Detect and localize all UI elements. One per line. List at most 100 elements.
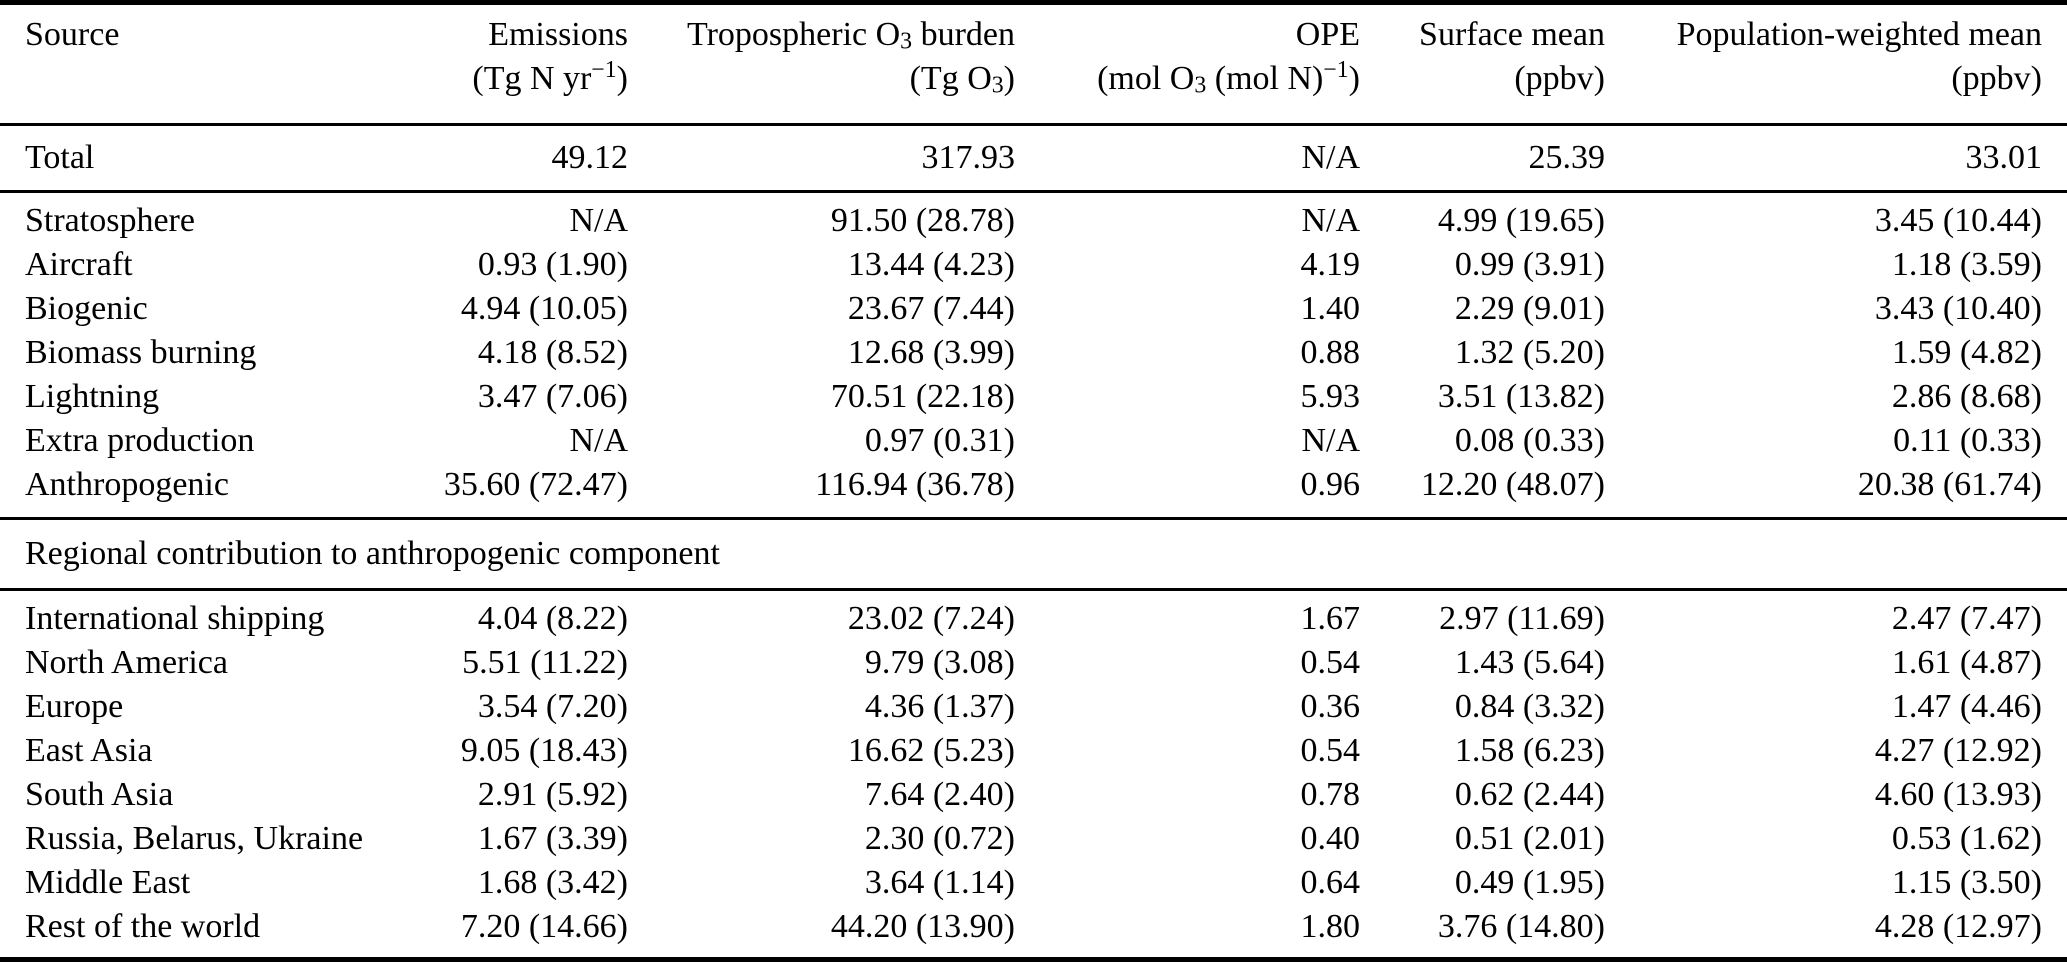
col-header-emissions: Emissions (Tg N yr−1) bbox=[380, 3, 628, 125]
value-cell: N/A bbox=[569, 422, 628, 459]
value-cell: 1.15 (3.50) bbox=[1891, 864, 2042, 901]
row-source-label: International shipping bbox=[25, 600, 325, 637]
value-cell: 1.47 (4.46) bbox=[1891, 688, 2042, 725]
value-cell: 2.97 (11.69) bbox=[1439, 600, 1605, 637]
value-cell: 0.40 bbox=[1300, 820, 1361, 857]
value-cell: 0.51 (2.01) bbox=[1454, 820, 1605, 857]
value-cell: 0.54 bbox=[1300, 644, 1361, 681]
value-cell: 4.60 (13.93) bbox=[1874, 776, 2042, 813]
value-cell: 0.62 (2.44) bbox=[1454, 776, 1605, 813]
col-header-tropospheric-o3-burden: Tropospheric O3 burden (Tg O3) bbox=[628, 3, 1015, 125]
value-cell: 1.32 (5.20) bbox=[1454, 334, 1605, 371]
table-row: Biogenic 4.94 (10.05) 23.67 (7.44) 1.40 2.29… bbox=[0, 287, 2067, 331]
value-cell: 0.11 (0.33) bbox=[1893, 422, 2042, 459]
value-cell: 3.43 (10.40) bbox=[1874, 290, 2042, 327]
section-regional: International shipping 4.04 (8.22) 23.02 (… bbox=[0, 590, 2067, 960]
value-cell: 3.45 (10.44) bbox=[1874, 202, 2042, 239]
value-cell: 1.67 (3.39) bbox=[477, 820, 628, 857]
row-source-label: East Asia bbox=[25, 732, 153, 769]
row-source-label: Aircraft bbox=[25, 246, 133, 283]
row-source-label: Total bbox=[25, 139, 95, 176]
table-row: Europe 3.54 (7.20) 4.36 (1.37) 0.36 0.84 (3.… bbox=[0, 685, 2067, 729]
value-cell: 12.20 (48.07) bbox=[1420, 466, 1605, 503]
table-row: South Asia 2.91 (5.92) 7.64 (2.40) 0.78 0.62… bbox=[0, 773, 2067, 817]
col-header-label: OPE bbox=[1295, 16, 1360, 53]
value-cell: 4.19 bbox=[1300, 246, 1361, 283]
table-row: Stratosphere N/A 91.50 (28.78) N/A 4.99 (19.… bbox=[0, 192, 2067, 244]
col-header-label: Tropospheric O3 burden bbox=[687, 16, 1015, 55]
value-cell: 9.79 (3.08) bbox=[864, 644, 1015, 681]
value-cell: 4.18 (8.52) bbox=[477, 334, 628, 371]
col-header-label: Emissions bbox=[488, 16, 628, 53]
row-source-label: North America bbox=[25, 644, 228, 681]
value-cell: 1.59 (4.82) bbox=[1891, 334, 2042, 371]
table-row: Middle East 1.68 (3.42) 3.64 (1.14) 0.64 0.4… bbox=[0, 861, 2067, 905]
value-cell: 1.43 (5.64) bbox=[1454, 644, 1605, 681]
value-cell: 23.02 (7.24) bbox=[847, 600, 1015, 637]
value-cell: 7.64 (2.40) bbox=[864, 776, 1015, 813]
table-row: Biomass burning 4.18 (8.52) 12.68 (3.99) 0.… bbox=[0, 331, 2067, 375]
value-cell: 5.51 (11.22) bbox=[462, 644, 628, 681]
col-header-surface-mean: Surface mean (ppbv) bbox=[1360, 3, 1605, 125]
row-source-label: Europe bbox=[25, 688, 124, 725]
col-header-unit: (Tg O3) bbox=[909, 60, 1015, 99]
value-cell: 1.58 (6.23) bbox=[1454, 732, 1605, 769]
row-source-label: Anthropogenic bbox=[25, 466, 229, 503]
value-cell: 23.67 (7.44) bbox=[847, 290, 1015, 327]
table-header: Source Emissions (Tg N yr−1) Tropospheri… bbox=[0, 3, 2067, 125]
row-source-label: Middle East bbox=[25, 864, 191, 901]
value-cell: 1.18 (3.59) bbox=[1891, 246, 2042, 283]
section-heading: Regional contribution to anthropogenic c… bbox=[0, 519, 2067, 590]
value-cell: 0.96 bbox=[1300, 466, 1361, 503]
table-row: International shipping 4.04 (8.22) 23.02 (… bbox=[0, 590, 2067, 642]
value-cell: 49.12 bbox=[551, 139, 629, 176]
value-cell: N/A bbox=[1301, 422, 1360, 459]
table-row: Extra production N/A 0.97 (0.31) N/A 0.08 (0… bbox=[0, 419, 2067, 463]
value-cell: N/A bbox=[1301, 202, 1360, 239]
value-cell: 0.93 (1.90) bbox=[477, 246, 628, 283]
value-cell: 1.61 (4.87) bbox=[1891, 644, 2042, 681]
value-cell: 4.27 (12.92) bbox=[1874, 732, 2042, 769]
col-header-ope: OPE (mol O3 (mol N)−1) bbox=[1015, 3, 1360, 125]
value-cell: 91.50 (28.78) bbox=[830, 202, 1015, 239]
section-heading-label: Regional contribution to anthropogenic c… bbox=[25, 535, 720, 572]
value-cell: 2.47 (7.47) bbox=[1891, 600, 2042, 637]
table-row: Anthropogenic 35.60 (72.47) 116.94 (36.78)… bbox=[0, 463, 2067, 519]
value-cell: 44.20 (13.90) bbox=[830, 908, 1015, 945]
value-cell: 4.99 (19.65) bbox=[1437, 202, 1605, 239]
col-header-label: Source bbox=[25, 16, 120, 53]
table-row: East Asia 9.05 (18.43) 16.62 (5.23) 0.54 1.5… bbox=[0, 729, 2067, 773]
value-cell: 3.54 (7.20) bbox=[477, 688, 628, 725]
value-cell: 0.49 (1.95) bbox=[1454, 864, 1605, 901]
value-cell: 317.93 bbox=[921, 139, 1016, 176]
value-cell: 2.29 (9.01) bbox=[1454, 290, 1605, 327]
table-row: North America 5.51 (11.22) 9.79 (3.08) 0.54… bbox=[0, 641, 2067, 685]
col-header-unit: (Tg N yr−1) bbox=[472, 57, 628, 97]
value-cell: 3.51 (13.82) bbox=[1437, 378, 1605, 415]
col-header-population-weighted-mean: Population-weighted mean (ppbv) bbox=[1605, 3, 2067, 125]
value-cell: 35.60 (72.47) bbox=[443, 466, 628, 503]
value-cell: 0.99 (3.91) bbox=[1454, 246, 1605, 283]
value-cell: 0.53 (1.62) bbox=[1891, 820, 2042, 857]
value-cell: 0.97 (0.31) bbox=[864, 422, 1015, 459]
value-cell: 3.47 (7.06) bbox=[477, 378, 628, 415]
value-cell: 1.40 bbox=[1300, 290, 1361, 327]
value-cell: 2.86 (8.68) bbox=[1891, 378, 2042, 415]
row-source-label: Extra production bbox=[25, 422, 255, 459]
value-cell: 4.36 (1.37) bbox=[864, 688, 1015, 725]
value-cell: 5.93 bbox=[1300, 378, 1361, 415]
col-header-label: Population-weighted mean bbox=[1676, 16, 2042, 53]
value-cell: 25.39 bbox=[1528, 139, 1606, 176]
table-row: Total 49.12 317.93 N/A 25.39 33.01 bbox=[0, 125, 2067, 192]
row-source-label: Biogenic bbox=[25, 290, 148, 327]
value-cell: 9.05 (18.43) bbox=[460, 732, 628, 769]
value-cell: 1.80 bbox=[1300, 908, 1361, 945]
value-cell: 0.64 bbox=[1300, 864, 1361, 901]
value-cell: 0.84 (3.32) bbox=[1454, 688, 1605, 725]
header-row: Source Emissions (Tg N yr−1) Tropospheri… bbox=[0, 3, 2067, 125]
col-header-source: Source bbox=[0, 3, 380, 125]
value-cell: 4.94 (10.05) bbox=[460, 290, 628, 327]
row-source-label: Lightning bbox=[25, 378, 160, 415]
col-header-unit: (mol O3 (mol N)−1) bbox=[1097, 57, 1360, 99]
